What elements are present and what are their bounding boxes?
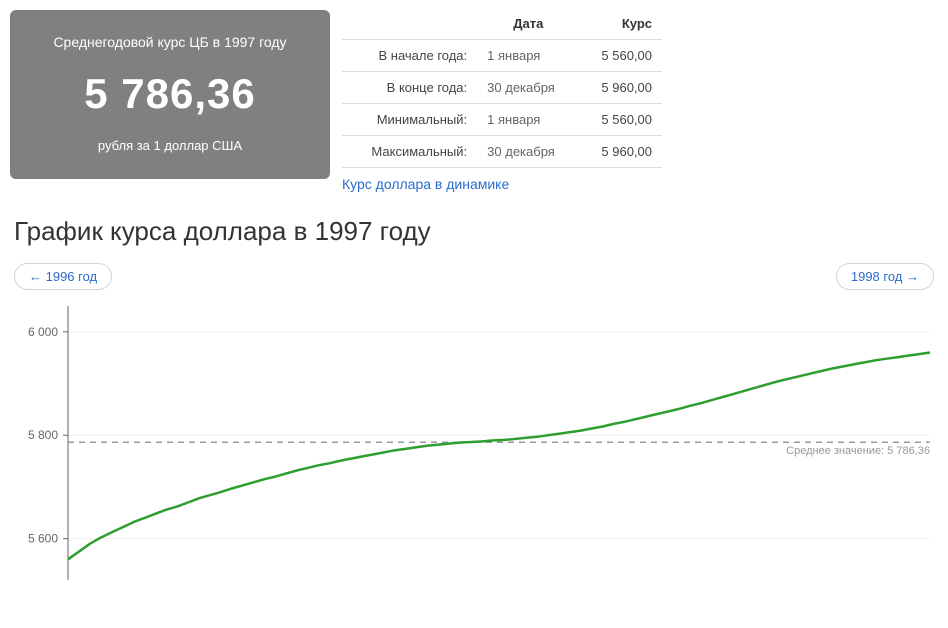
- average-rate-card: Среднегодовой курс ЦБ в 1997 году 5 786,…: [10, 10, 330, 179]
- stats-row-rate: 5 560,00: [580, 40, 662, 72]
- stats-row-label: В конце года:: [342, 72, 477, 104]
- stats-row-label: Минимальный:: [342, 104, 477, 136]
- chart-svg: 5 600 5 800 6 000: [14, 300, 934, 580]
- svg-text:6 000: 6 000: [28, 325, 58, 339]
- average-value-label: Среднее значение: 5 786,36: [786, 445, 930, 457]
- prev-year-button[interactable]: ← 1996 год: [14, 263, 112, 290]
- stats-row-date: 30 декабря: [477, 136, 579, 168]
- stats-header-date: Дата: [477, 10, 579, 40]
- stats-row-rate: 5 960,00: [580, 136, 662, 168]
- svg-text:5 600: 5 600: [28, 532, 58, 546]
- stats-row-rate: 5 560,00: [580, 104, 662, 136]
- next-year-button[interactable]: 1998 год →: [836, 263, 934, 290]
- stats-row-label: В начале года:: [342, 40, 477, 72]
- stats-row: В конце года:30 декабря5 960,00: [342, 72, 662, 104]
- svg-text:5 800: 5 800: [28, 428, 58, 442]
- stats-header-rate: Курс: [580, 10, 662, 40]
- avg-card-unit: рубля за 1 доллар США: [20, 138, 320, 153]
- stats-row-date: 1 января: [477, 104, 579, 136]
- stats-table: Дата Курс В начале года:1 января5 560,00…: [342, 10, 662, 168]
- stats-row-rate: 5 960,00: [580, 72, 662, 104]
- avg-card-value: 5 786,36: [20, 70, 320, 118]
- year-navigation: ← 1996 год 1998 год →: [14, 263, 934, 290]
- rate-chart: 5 600 5 800 6 000 Среднее значение: 5 786,…: [14, 300, 934, 580]
- stats-row-date: 30 декабря: [477, 72, 579, 104]
- stats-row-date: 1 января: [477, 40, 579, 72]
- stats-row-label: Максимальный:: [342, 136, 477, 168]
- avg-card-title: Среднегодовой курс ЦБ в 1997 году: [20, 34, 320, 50]
- stats-row: В начале года:1 января5 560,00: [342, 40, 662, 72]
- dynamics-link[interactable]: Курс доллара в динамике: [342, 176, 509, 192]
- stats-block: Дата Курс В начале года:1 января5 560,00…: [342, 10, 662, 194]
- chart-heading: График курса доллара в 1997 году: [14, 216, 938, 247]
- stats-row: Минимальный:1 января5 560,00: [342, 104, 662, 136]
- stats-row: Максимальный:30 декабря5 960,00: [342, 136, 662, 168]
